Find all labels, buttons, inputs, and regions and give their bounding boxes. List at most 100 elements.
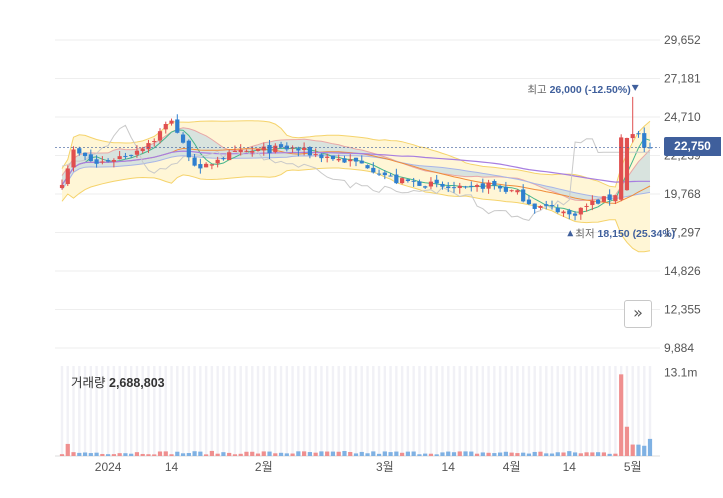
volume-bar-22 <box>186 453 191 456</box>
candle-body-57 <box>388 175 393 177</box>
candle-body-77 <box>503 186 508 192</box>
high-annotation: 최고 26,000 (-12.50%) <box>527 84 630 96</box>
candle-body-3 <box>77 148 82 154</box>
candle-body-91 <box>584 205 589 207</box>
volume-bar-102 <box>647 438 653 456</box>
volume-bar-28 <box>221 452 226 456</box>
candle-body-45 <box>319 154 324 159</box>
candle-body-5 <box>88 154 93 162</box>
candle-body-4 <box>82 152 88 157</box>
bollinger-lower-line <box>61 167 651 253</box>
candle-body-32 <box>244 150 249 152</box>
candle-body-83 <box>538 206 543 208</box>
candle-body-98 <box>624 137 630 191</box>
candle-body-61 <box>411 180 416 182</box>
candle-body-74 <box>486 182 491 189</box>
volume-bar-14 <box>140 453 145 456</box>
candle-body-100 <box>636 133 641 135</box>
y-tick-label-4: 19,768 <box>664 187 701 201</box>
volume-bar-38 <box>278 452 284 456</box>
volume-bar-50 <box>348 451 353 456</box>
volume-bar-62 <box>417 454 422 456</box>
candle-body-96 <box>613 195 618 202</box>
volume-bar-101 <box>642 445 647 456</box>
volume-bar-89 <box>572 452 578 456</box>
candle-body-12 <box>129 154 134 156</box>
volume-bar-81 <box>526 453 532 456</box>
volume-bar-65 <box>434 454 439 456</box>
volume-bar-58 <box>394 451 399 456</box>
volume-bar-17 <box>157 451 163 456</box>
volume-bar-3 <box>77 452 82 456</box>
candle-body-8 <box>106 160 111 162</box>
candle-body-88 <box>567 210 572 215</box>
ma60-line <box>61 150 650 186</box>
volume-bar-35 <box>261 451 266 456</box>
volume-y-tick-label: 13.1m <box>664 366 697 380</box>
candle-body-43 <box>307 146 312 156</box>
volume-bar-55 <box>376 453 382 456</box>
volume-bar-10 <box>117 453 122 456</box>
candle-body-34 <box>255 148 261 151</box>
volume-bar-45 <box>319 451 324 456</box>
volume-bar-82 <box>532 451 537 456</box>
volume-bar-11 <box>123 453 128 456</box>
candle-body-18 <box>163 123 168 130</box>
volume-bar-69 <box>457 451 462 456</box>
volume-bar-37 <box>273 453 278 456</box>
volume-bar-94 <box>601 452 606 456</box>
volume-bar-83 <box>538 451 543 456</box>
volume-bar-13 <box>134 452 140 456</box>
candle-body-31 <box>238 149 243 153</box>
ichimoku-cloud <box>62 127 650 201</box>
volume-bar-9 <box>111 454 116 456</box>
volume-bar-7 <box>100 453 105 456</box>
candle-body-26 <box>209 164 214 166</box>
volume-bar-23 <box>192 451 197 456</box>
candle-body-95 <box>607 194 612 201</box>
candle-body-16 <box>152 141 157 143</box>
x-tick-label-6: 14 <box>563 460 577 474</box>
candle-body-7 <box>100 161 105 163</box>
y-tick-label-7: 12,355 <box>664 303 701 317</box>
candle-body-53 <box>365 165 370 169</box>
volume-bar-46 <box>325 451 330 456</box>
volume-bar-56 <box>382 451 387 456</box>
candle-body-48 <box>336 158 341 161</box>
candle-body-66 <box>440 183 445 187</box>
candle-body-47 <box>330 155 336 160</box>
volume-value: 2,688,803 <box>109 376 165 390</box>
candle-body-42 <box>302 147 307 150</box>
candle-body-39 <box>284 145 289 150</box>
volume-bar-43 <box>307 452 312 456</box>
candle-body-29 <box>227 152 232 161</box>
volume-bar-100 <box>636 444 641 456</box>
volume-bar-33 <box>250 451 255 456</box>
volume-bar-41 <box>296 451 301 456</box>
volume-bar-24 <box>198 451 203 456</box>
y-tick-label-6: 14,826 <box>664 264 701 278</box>
volume-bar-40 <box>290 453 295 456</box>
candle-body-93 <box>596 199 601 204</box>
candle-body-69 <box>457 185 462 189</box>
candle-body-65 <box>434 179 439 184</box>
volume-bar-68 <box>451 452 457 456</box>
volume-bar-61 <box>411 451 416 456</box>
candle-body-58 <box>394 174 399 184</box>
candle-body-62 <box>417 181 422 186</box>
volume-bar-16 <box>152 454 157 456</box>
volume-bar-54 <box>371 451 376 456</box>
volume-bar-12 <box>129 453 134 456</box>
volume-bar-77 <box>503 451 508 456</box>
candle-body-36 <box>267 145 272 154</box>
candle-body-63 <box>423 186 428 188</box>
volume-label: 거래량 <box>71 376 106 390</box>
candle-body-23 <box>192 157 197 166</box>
volume-bar-5 <box>88 453 93 456</box>
expand-chart-button[interactable]: » <box>624 300 652 328</box>
volume-bar-64 <box>428 453 434 456</box>
volume-bar-91 <box>584 452 589 456</box>
candle-body-22 <box>186 140 191 158</box>
candle-body-73 <box>480 183 485 189</box>
